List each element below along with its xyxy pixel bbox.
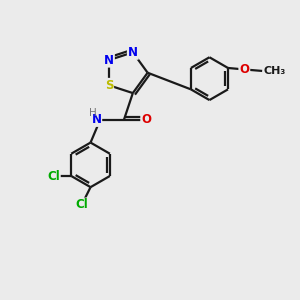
Text: S: S [105, 79, 113, 92]
Text: CH₃: CH₃ [264, 66, 286, 76]
Text: Cl: Cl [75, 199, 88, 212]
Text: N: N [128, 46, 138, 59]
Text: O: O [239, 63, 249, 76]
Text: N: N [104, 54, 114, 67]
Text: Cl: Cl [47, 169, 60, 182]
Text: N: N [92, 113, 102, 126]
Text: H: H [89, 108, 97, 118]
Text: O: O [141, 113, 151, 126]
